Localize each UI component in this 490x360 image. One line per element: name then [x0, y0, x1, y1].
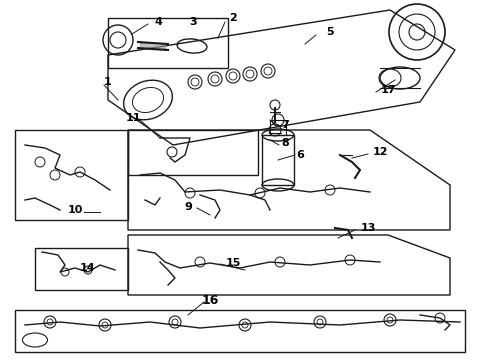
- Text: 13: 13: [360, 223, 376, 233]
- Text: 9: 9: [184, 202, 192, 212]
- Text: 2: 2: [229, 13, 237, 23]
- Text: 5: 5: [326, 27, 334, 37]
- Bar: [270, 120, 286, 135]
- Text: 11: 11: [125, 113, 141, 123]
- Text: 3: 3: [189, 17, 197, 27]
- Text: 16: 16: [201, 293, 219, 306]
- Text: 17: 17: [380, 85, 396, 95]
- Text: 8: 8: [281, 138, 289, 148]
- Text: 4: 4: [154, 17, 162, 27]
- Text: 1: 1: [104, 77, 112, 87]
- Text: 6: 6: [296, 150, 304, 160]
- Text: 10: 10: [67, 205, 83, 215]
- Text: 12: 12: [372, 147, 388, 157]
- Text: 14: 14: [79, 263, 95, 273]
- Text: 15: 15: [225, 258, 241, 268]
- Text: 7: 7: [281, 120, 289, 130]
- Bar: [262, 135, 294, 185]
